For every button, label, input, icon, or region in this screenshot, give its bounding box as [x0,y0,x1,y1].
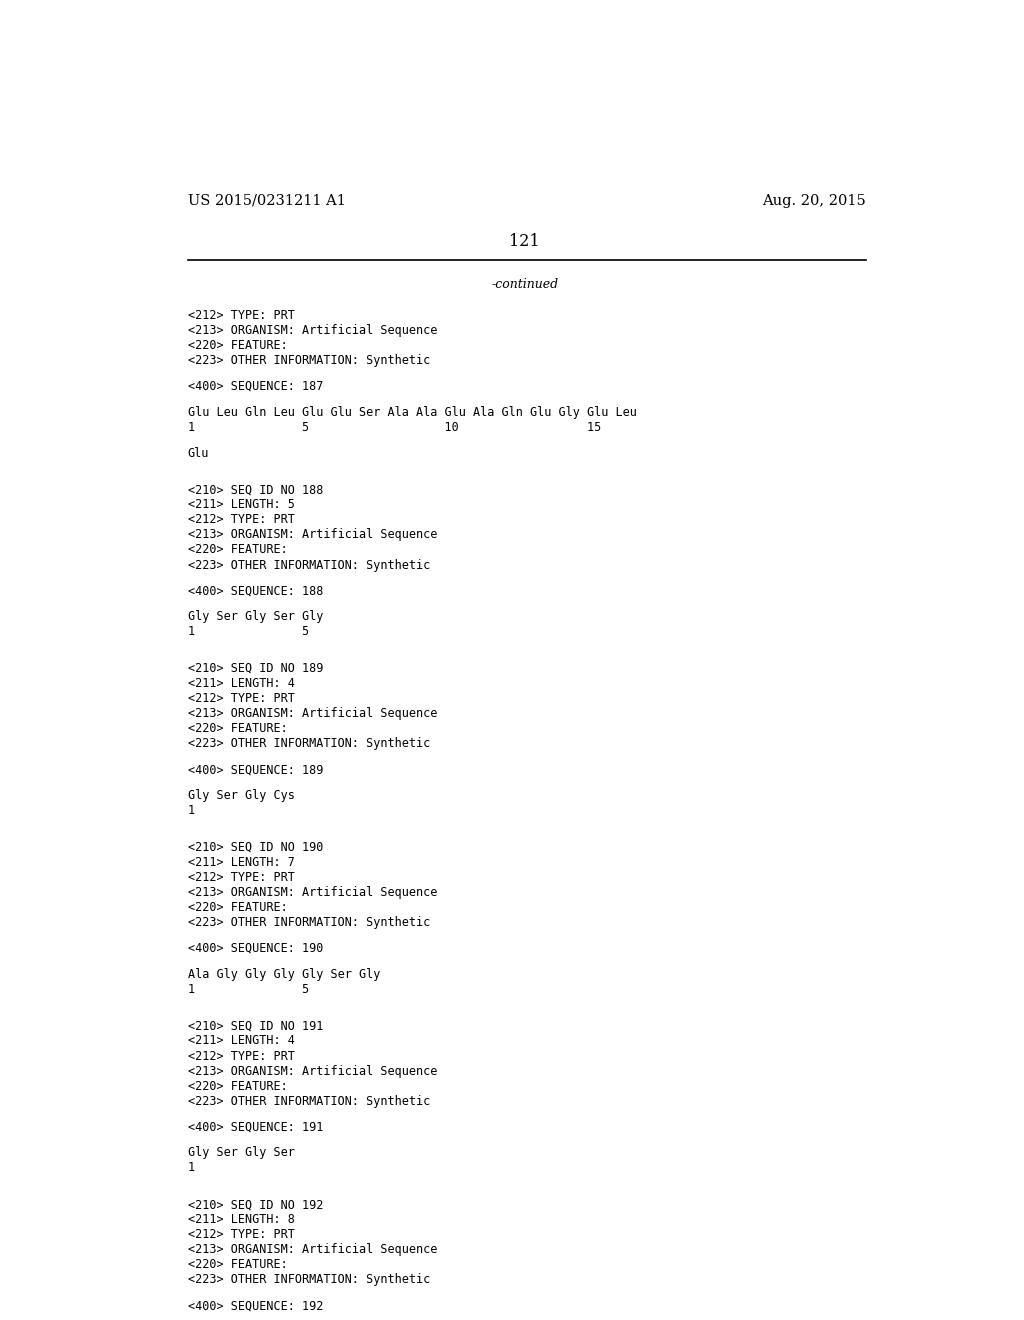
Text: <210> SEQ ID NO 192: <210> SEQ ID NO 192 [187,1199,323,1212]
Text: <211> LENGTH: 4: <211> LENGTH: 4 [187,1035,294,1048]
Text: <211> LENGTH: 8: <211> LENGTH: 8 [187,1213,294,1226]
Text: <210> SEQ ID NO 189: <210> SEQ ID NO 189 [187,663,323,675]
Text: Aug. 20, 2015: Aug. 20, 2015 [762,194,866,209]
Text: <220> FEATURE:: <220> FEATURE: [187,722,288,735]
Text: Glu: Glu [187,446,209,459]
Text: <211> LENGTH: 7: <211> LENGTH: 7 [187,855,294,869]
Text: 1               5: 1 5 [187,983,308,995]
Text: <223> OTHER INFORMATION: Synthetic: <223> OTHER INFORMATION: Synthetic [187,1274,430,1287]
Text: <213> ORGANISM: Artificial Sequence: <213> ORGANISM: Artificial Sequence [187,708,437,721]
Text: <400> SEQUENCE: 192: <400> SEQUENCE: 192 [187,1299,323,1312]
Text: <213> ORGANISM: Artificial Sequence: <213> ORGANISM: Artificial Sequence [187,1064,437,1077]
Text: <220> FEATURE:: <220> FEATURE: [187,339,288,352]
Text: <210> SEQ ID NO 191: <210> SEQ ID NO 191 [187,1019,323,1032]
Text: <212> TYPE: PRT: <212> TYPE: PRT [187,309,294,322]
Text: <400> SEQUENCE: 187: <400> SEQUENCE: 187 [187,380,323,393]
Text: <210> SEQ ID NO 188: <210> SEQ ID NO 188 [187,483,323,496]
Text: 121: 121 [510,232,540,249]
Text: -continued: -continued [492,279,558,292]
Text: <212> TYPE: PRT: <212> TYPE: PRT [187,692,294,705]
Text: <213> ORGANISM: Artificial Sequence: <213> ORGANISM: Artificial Sequence [187,323,437,337]
Text: Glu Leu Gln Leu Glu Glu Ser Ala Ala Glu Ala Gln Glu Gly Glu Leu: Glu Leu Gln Leu Glu Glu Ser Ala Ala Glu … [187,405,636,418]
Text: Ala Gly Gly Gly Gly Ser Gly: Ala Gly Gly Gly Gly Ser Gly [187,968,380,981]
Text: <400> SEQUENCE: 188: <400> SEQUENCE: 188 [187,585,323,598]
Text: 1: 1 [187,1162,195,1175]
Text: <220> FEATURE:: <220> FEATURE: [187,902,288,913]
Text: <211> LENGTH: 5: <211> LENGTH: 5 [187,499,294,511]
Text: <223> OTHER INFORMATION: Synthetic: <223> OTHER INFORMATION: Synthetic [187,1094,430,1107]
Text: <212> TYPE: PRT: <212> TYPE: PRT [187,1049,294,1063]
Text: <223> OTHER INFORMATION: Synthetic: <223> OTHER INFORMATION: Synthetic [187,354,430,367]
Text: <212> TYPE: PRT: <212> TYPE: PRT [187,513,294,527]
Text: <212> TYPE: PRT: <212> TYPE: PRT [187,1228,294,1241]
Text: <213> ORGANISM: Artificial Sequence: <213> ORGANISM: Artificial Sequence [187,528,437,541]
Text: <212> TYPE: PRT: <212> TYPE: PRT [187,871,294,884]
Text: <223> OTHER INFORMATION: Synthetic: <223> OTHER INFORMATION: Synthetic [187,738,430,750]
Text: US 2015/0231211 A1: US 2015/0231211 A1 [187,194,345,209]
Text: 1               5                   10                  15: 1 5 10 15 [187,421,601,434]
Text: <213> ORGANISM: Artificial Sequence: <213> ORGANISM: Artificial Sequence [187,886,437,899]
Text: <400> SEQUENCE: 191: <400> SEQUENCE: 191 [187,1121,323,1134]
Text: Gly Ser Gly Ser: Gly Ser Gly Ser [187,1146,294,1159]
Text: <210> SEQ ID NO 190: <210> SEQ ID NO 190 [187,841,323,854]
Text: <211> LENGTH: 4: <211> LENGTH: 4 [187,677,294,690]
Text: <220> FEATURE:: <220> FEATURE: [187,1080,288,1093]
Text: Gly Ser Gly Ser Gly: Gly Ser Gly Ser Gly [187,610,323,623]
Text: 1               5: 1 5 [187,626,308,639]
Text: <220> FEATURE:: <220> FEATURE: [187,1258,288,1271]
Text: <223> OTHER INFORMATION: Synthetic: <223> OTHER INFORMATION: Synthetic [187,558,430,572]
Text: 1: 1 [187,804,195,817]
Text: <223> OTHER INFORMATION: Synthetic: <223> OTHER INFORMATION: Synthetic [187,916,430,929]
Text: Gly Ser Gly Cys: Gly Ser Gly Cys [187,789,294,803]
Text: <220> FEATURE:: <220> FEATURE: [187,544,288,557]
Text: <400> SEQUENCE: 190: <400> SEQUENCE: 190 [187,942,323,954]
Text: <213> ORGANISM: Artificial Sequence: <213> ORGANISM: Artificial Sequence [187,1243,437,1257]
Text: <400> SEQUENCE: 189: <400> SEQUENCE: 189 [187,763,323,776]
